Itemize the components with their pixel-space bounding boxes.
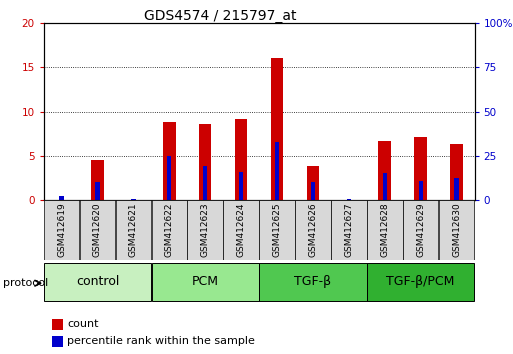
Bar: [95, 182, 100, 200]
FancyBboxPatch shape: [151, 200, 187, 260]
Bar: [347, 199, 351, 200]
Bar: [91, 160, 104, 200]
FancyBboxPatch shape: [367, 200, 403, 260]
Bar: [203, 166, 207, 200]
FancyBboxPatch shape: [80, 200, 115, 260]
Bar: [131, 199, 135, 200]
FancyBboxPatch shape: [259, 263, 367, 301]
Bar: [235, 120, 247, 200]
Bar: [163, 122, 175, 200]
FancyBboxPatch shape: [223, 200, 259, 260]
Bar: [379, 141, 391, 200]
Bar: [415, 137, 427, 200]
FancyBboxPatch shape: [439, 200, 475, 260]
FancyBboxPatch shape: [259, 200, 295, 260]
Text: GSM412622: GSM412622: [165, 202, 174, 257]
Text: GSM412624: GSM412624: [236, 202, 246, 257]
FancyBboxPatch shape: [115, 200, 151, 260]
Text: GSM412627: GSM412627: [344, 202, 353, 257]
FancyBboxPatch shape: [44, 200, 80, 260]
Text: percentile rank within the sample: percentile rank within the sample: [67, 336, 255, 346]
FancyBboxPatch shape: [403, 200, 439, 260]
Text: protocol: protocol: [3, 278, 48, 288]
Bar: [455, 178, 459, 200]
Bar: [275, 142, 279, 200]
Bar: [419, 181, 423, 200]
Text: GSM412626: GSM412626: [308, 202, 318, 257]
Text: GDS4574 / 215797_at: GDS4574 / 215797_at: [144, 9, 297, 23]
Bar: [199, 124, 211, 200]
Bar: [239, 172, 243, 200]
Text: GSM412630: GSM412630: [452, 202, 461, 257]
Text: TGF-β/PCM: TGF-β/PCM: [386, 275, 455, 288]
Bar: [271, 57, 283, 200]
FancyBboxPatch shape: [151, 263, 259, 301]
Text: control: control: [76, 275, 119, 288]
Text: GSM412625: GSM412625: [272, 202, 282, 257]
Text: TGF-β: TGF-β: [294, 275, 331, 288]
Text: GSM412629: GSM412629: [416, 202, 425, 257]
Text: GSM412623: GSM412623: [201, 202, 210, 257]
FancyBboxPatch shape: [44, 263, 151, 301]
Bar: [60, 195, 64, 200]
FancyBboxPatch shape: [331, 200, 367, 260]
Text: GSM412619: GSM412619: [57, 202, 66, 257]
Bar: [52, 319, 63, 330]
Text: count: count: [67, 319, 99, 329]
Bar: [52, 336, 63, 347]
Bar: [307, 166, 319, 200]
Text: GSM412620: GSM412620: [93, 202, 102, 257]
Text: PCM: PCM: [192, 275, 219, 288]
FancyBboxPatch shape: [367, 263, 475, 301]
Bar: [383, 172, 387, 200]
Bar: [167, 156, 171, 200]
Text: GSM412621: GSM412621: [129, 202, 138, 257]
FancyBboxPatch shape: [187, 200, 223, 260]
FancyBboxPatch shape: [295, 200, 331, 260]
Text: GSM412628: GSM412628: [380, 202, 389, 257]
Bar: [450, 144, 463, 200]
Bar: [311, 182, 315, 200]
